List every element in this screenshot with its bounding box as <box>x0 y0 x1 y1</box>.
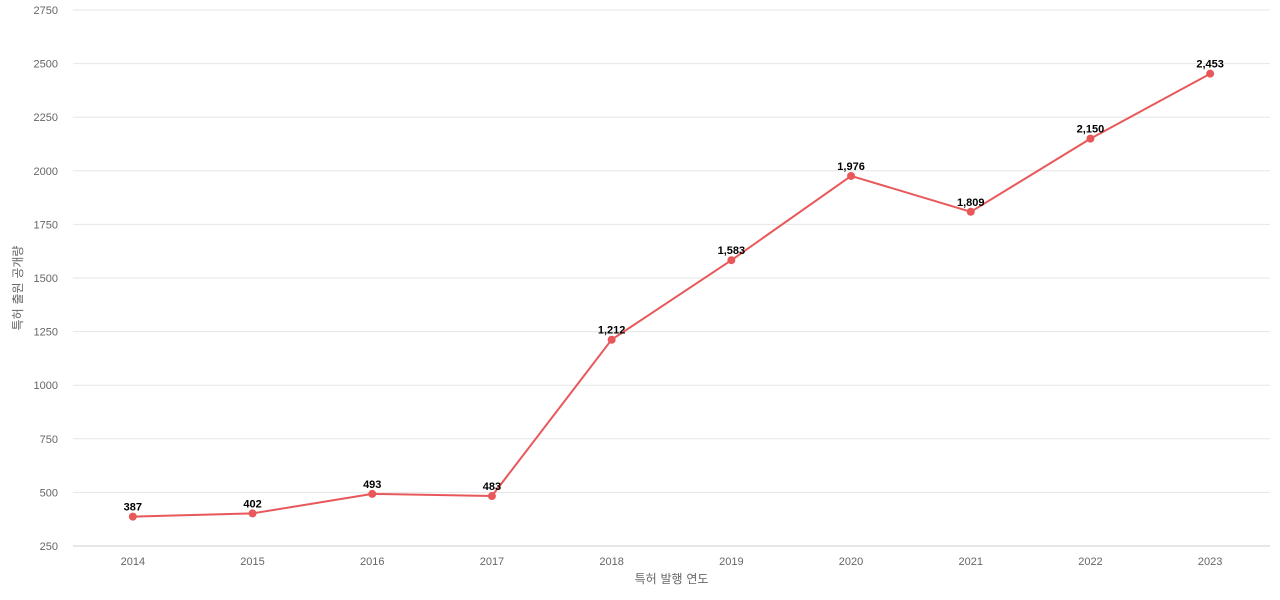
data-point <box>847 171 856 180</box>
y-tick-label: 1500 <box>34 273 58 285</box>
data-point <box>1086 134 1095 143</box>
y-tick-label: 1000 <box>34 380 58 392</box>
data-point <box>607 335 616 344</box>
data-point <box>727 256 736 265</box>
x-tick-label: 2017 <box>480 556 504 568</box>
x-axis-ticks: 2014 2015 2016 2017 2018 2019 2020 2021 2022 2023 <box>121 556 1223 568</box>
x-tick-label: 2019 <box>719 556 743 568</box>
y-tick-label: 2500 <box>34 59 58 71</box>
y-tick-label: 2750 <box>34 5 58 17</box>
y-tick-label: 2250 <box>34 112 58 124</box>
data-point <box>248 509 257 518</box>
y-tick-label: 250 <box>40 541 58 553</box>
data-label: 2,150 <box>1077 124 1105 136</box>
y-axis-title: 특허 출원 공개량 <box>11 246 25 331</box>
y-axis-ticks: 250 500 750 1000 1250 1500 1750 2000 2250 2500 275… <box>34 5 58 553</box>
x-tick-label: 2015 <box>240 556 264 568</box>
data-label: 2,453 <box>1196 59 1224 71</box>
y-gridlines <box>73 9 1270 493</box>
data-label: 1,976 <box>837 161 865 173</box>
data-point <box>128 512 137 521</box>
data-label: 483 <box>483 481 501 493</box>
data-point <box>1206 69 1215 78</box>
y-tick-label: 1250 <box>34 327 58 339</box>
data-labels: 387 402 493 483 1,212 1,583 1,976 1,809 2,150 2,4… <box>124 59 1224 514</box>
x-tick-label: 2022 <box>1078 556 1102 568</box>
y-tick-label: 2000 <box>34 166 58 178</box>
data-label: 1,583 <box>718 245 746 257</box>
x-tick-label: 2018 <box>599 556 623 568</box>
data-label: 402 <box>243 498 261 510</box>
data-label: 1,212 <box>598 325 626 337</box>
series-layer <box>128 69 1215 521</box>
data-point <box>487 492 496 501</box>
y-tick-label: 750 <box>40 434 58 446</box>
data-label: 387 <box>124 502 142 514</box>
x-tick-label: 2014 <box>121 556 145 568</box>
x-tick-label: 2023 <box>1198 556 1222 568</box>
x-tick-label: 2020 <box>839 556 863 568</box>
x-tick-label: 2016 <box>360 556 384 568</box>
y-tick-label: 500 <box>40 487 58 499</box>
data-point <box>368 489 377 498</box>
data-label: 493 <box>363 479 381 491</box>
data-label: 1,809 <box>957 197 985 209</box>
data-point <box>966 207 975 216</box>
series-line <box>132 72 1211 518</box>
x-tick-label: 2021 <box>959 556 983 568</box>
y-tick-label: 1750 <box>34 219 58 231</box>
x-axis-title: 특허 발행 연도 <box>635 571 709 586</box>
